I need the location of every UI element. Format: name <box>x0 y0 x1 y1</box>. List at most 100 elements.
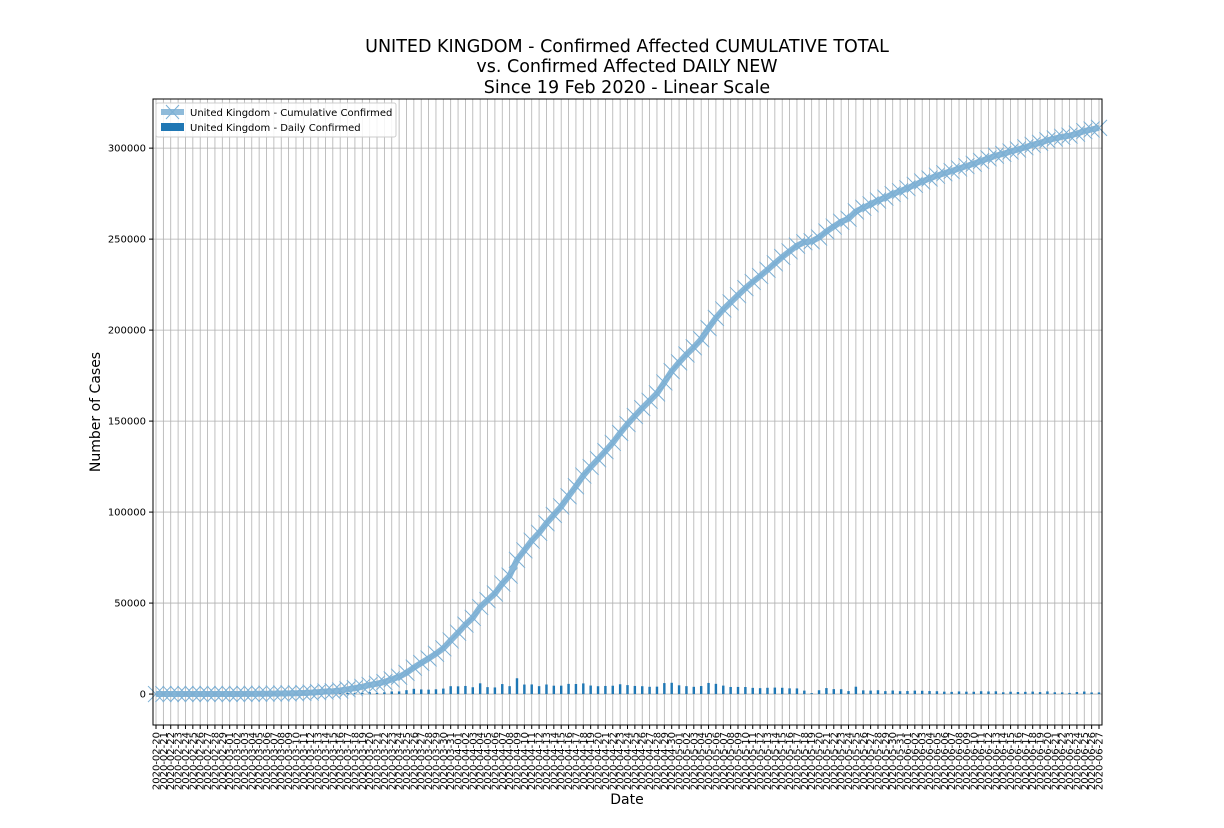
cumulative-point <box>589 450 607 468</box>
daily-bar <box>338 693 342 695</box>
cumulative-point <box>309 683 327 701</box>
x-tick-label: 2020-03-23 <box>387 732 398 790</box>
cumulative-point <box>1002 143 1019 160</box>
daily-bar <box>390 691 393 695</box>
cumulative-point <box>199 685 216 703</box>
x-tick-label: 2020-06-03 <box>918 732 929 790</box>
cumulative-point <box>420 650 437 667</box>
x-tick-label: 2020-04-06 <box>490 732 501 790</box>
legend-x-marker <box>165 104 180 120</box>
y-axis-ticks: 0 50000 100000 150000 200000 250000 300000 <box>108 144 153 701</box>
x-tick-label: 2020-04-20 <box>594 732 605 790</box>
cumulative-point <box>707 309 725 327</box>
x-tick-label: 2020-02-20 <box>152 732 163 790</box>
daily-bar <box>803 690 806 695</box>
daily-bar <box>515 678 519 695</box>
x-tick-label: 2020-03-14 <box>321 732 332 790</box>
x-tick-label: 2020-04-24 <box>623 732 634 790</box>
cumulative-point <box>169 685 187 703</box>
daily-bar <box>641 686 644 695</box>
x-tick-label: 2020-05-03 <box>689 732 700 790</box>
cumulative-point <box>1024 136 1042 154</box>
cumulative-point <box>1039 131 1056 149</box>
x-tick-label: 2020-06-07 <box>947 732 958 790</box>
x-tick-label: 2020-05-15 <box>778 732 789 790</box>
daily-bar <box>397 691 401 695</box>
cumulative-point <box>795 233 813 251</box>
x-tick-label: 2020-05-27 <box>866 732 877 790</box>
daily-bar <box>1053 692 1056 695</box>
cumulative-point <box>508 551 526 569</box>
x-tick-label: 2020-04-30 <box>667 732 678 790</box>
daily-bar <box>832 689 835 695</box>
daily-bar <box>346 692 349 695</box>
x-tick-label: 2020-04-19 <box>586 732 597 790</box>
daily-bar <box>979 691 983 695</box>
daily-bar <box>876 690 880 695</box>
daily-bar <box>891 690 894 695</box>
x-tick-label: 2020-03-25 <box>402 732 413 790</box>
cumulative-point <box>243 685 261 703</box>
daily-bar <box>589 685 592 695</box>
legend-bar-swatch <box>161 123 184 131</box>
cumulative-point <box>206 685 224 703</box>
cumulative-point <box>464 609 482 627</box>
cumulative-point <box>1046 130 1064 147</box>
daily-bar <box>766 687 769 695</box>
daily-bar <box>1024 691 1027 695</box>
x-tick-label: 2020-05-28 <box>873 732 884 790</box>
cumulative-point <box>530 524 548 542</box>
x-tick-label: 2020-05-31 <box>896 732 907 790</box>
x-tick-label: 2020-03-18 <box>350 732 361 790</box>
daily-bar <box>972 691 975 695</box>
x-tick-label: 2020-06-24 <box>1072 732 1083 790</box>
x-tick-label: 2020-03-27 <box>417 732 428 790</box>
x-tick-label: 2020-03-12 <box>306 732 317 790</box>
daily-bar <box>839 689 843 695</box>
x-tick-label: 2020-04-02 <box>461 732 472 790</box>
daily-bar <box>523 684 526 695</box>
y-tick-label: 250000 <box>108 235 146 246</box>
cumulative-point <box>236 685 253 703</box>
cumulative-point <box>346 679 364 697</box>
x-tick-label: 2020-03-22 <box>380 732 391 790</box>
daily-bar <box>994 691 998 695</box>
x-tick-label: 2020-05-06 <box>711 732 722 790</box>
x-tick-label: 2020-06-18 <box>1028 732 1039 790</box>
x-tick-label: 2020-05-11 <box>748 732 759 790</box>
x-tick-label: 2020-04-01 <box>454 732 465 790</box>
x-tick-label: 2020-04-29 <box>660 732 671 790</box>
cumulative-point <box>648 385 666 402</box>
cumulative-point <box>361 676 379 694</box>
cumulative-point <box>412 654 430 672</box>
cumulative-point <box>1075 122 1093 140</box>
x-tick-label: 2020-02-27 <box>203 732 214 790</box>
daily-bar <box>862 690 865 695</box>
y-tick-label: 100000 <box>108 508 146 519</box>
x-tick-label: 2020-03-07 <box>269 732 280 790</box>
y-tick-label: 0 <box>140 690 146 701</box>
cumulative-point <box>552 498 570 515</box>
cumulative-point <box>987 147 1005 164</box>
cumulative-point <box>751 267 769 285</box>
daily-bar <box>1083 691 1086 695</box>
x-tick-label: 2020-02-26 <box>196 732 207 790</box>
daily-bar <box>817 690 821 695</box>
cumulative-point <box>744 273 762 291</box>
x-tick-label: 2020-03-04 <box>247 732 258 790</box>
x-tick-label: 2020-06-25 <box>1080 732 1091 790</box>
x-tick-label: 2020-05-04 <box>697 732 708 790</box>
x-tick-label: 2020-04-04 <box>476 732 487 790</box>
x-tick-label: 2020-04-08 <box>505 732 516 790</box>
daily-bar <box>744 687 747 695</box>
legend-label-cumulative: United Kingdom - Cumulative Confirmed <box>190 108 392 119</box>
daily-bar <box>906 691 909 695</box>
x-tick-label: 2020-04-17 <box>571 732 582 790</box>
x-tick-label: 2020-04-13 <box>542 732 553 790</box>
cumulative-point <box>1061 127 1078 144</box>
cumulative-point <box>545 506 563 524</box>
x-tick-label: 2020-04-07 <box>498 732 509 790</box>
x-tick-label: 2020-06-15 <box>1006 732 1017 790</box>
cumulative-point <box>994 145 1012 163</box>
daily-bar <box>943 691 946 695</box>
